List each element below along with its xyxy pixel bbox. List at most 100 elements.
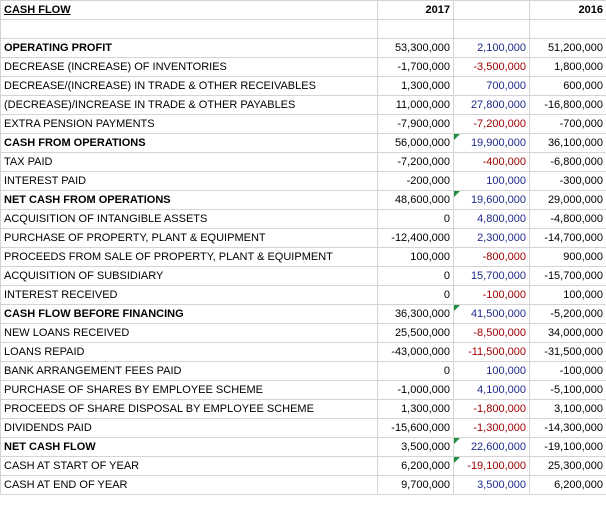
row-label-cell[interactable]: NEW LOANS RECEIVED: [0, 323, 378, 343]
difference-cell[interactable]: 22,600,000: [453, 437, 530, 457]
value-2017-cell[interactable]: 1,300,000: [377, 76, 454, 96]
value-2017-cell[interactable]: 36,300,000: [377, 304, 454, 324]
difference-cell[interactable]: -1,300,000: [453, 418, 530, 438]
year-2017-header[interactable]: 2017: [377, 0, 454, 20]
row-label-cell[interactable]: CASH FROM OPERATIONS: [0, 133, 378, 153]
difference-cell[interactable]: 100,000: [453, 171, 530, 191]
value-2017-cell[interactable]: -7,900,000: [377, 114, 454, 134]
value-2016-cell[interactable]: 1,800,000: [529, 57, 606, 77]
row-label-cell[interactable]: DIVIDENDS PAID: [0, 418, 378, 438]
value-2016-cell[interactable]: -100,000: [529, 361, 606, 381]
row-label-cell[interactable]: LOANS REPAID: [0, 342, 378, 362]
value-2017-cell[interactable]: -1,000,000: [377, 380, 454, 400]
row-label-cell[interactable]: NET CASH FLOW: [0, 437, 378, 457]
value-2016-cell[interactable]: -4,800,000: [529, 209, 606, 229]
difference-cell[interactable]: 700,000: [453, 76, 530, 96]
value-2016-cell[interactable]: -700,000: [529, 114, 606, 134]
value-2017-cell[interactable]: 0: [377, 285, 454, 305]
value-2017-cell[interactable]: -43,000,000: [377, 342, 454, 362]
difference-header[interactable]: [453, 0, 530, 20]
blank-cell[interactable]: [377, 19, 454, 39]
value-2016-cell[interactable]: -5,100,000: [529, 380, 606, 400]
sheet-title-cell[interactable]: CASH FLOW: [0, 0, 378, 20]
value-2017-cell[interactable]: 1,300,000: [377, 399, 454, 419]
year-2016-header[interactable]: 2016: [529, 0, 606, 20]
difference-cell[interactable]: -800,000: [453, 247, 530, 267]
value-2016-cell[interactable]: -5,200,000: [529, 304, 606, 324]
value-2017-cell[interactable]: 0: [377, 266, 454, 286]
value-2016-cell[interactable]: 34,000,000: [529, 323, 606, 343]
value-2017-cell[interactable]: -200,000: [377, 171, 454, 191]
difference-cell[interactable]: -11,500,000: [453, 342, 530, 362]
row-label-cell[interactable]: NET CASH FROM OPERATIONS: [0, 190, 378, 210]
value-2017-cell[interactable]: 56,000,000: [377, 133, 454, 153]
value-2017-cell[interactable]: -1,700,000: [377, 57, 454, 77]
difference-cell[interactable]: -3,500,000: [453, 57, 530, 77]
difference-cell[interactable]: -400,000: [453, 152, 530, 172]
difference-cell[interactable]: 2,300,000: [453, 228, 530, 248]
value-2017-cell[interactable]: 11,000,000: [377, 95, 454, 115]
difference-cell[interactable]: 2,100,000: [453, 38, 530, 58]
difference-cell[interactable]: 3,500,000: [453, 475, 530, 495]
row-label-cell[interactable]: PURCHASE OF SHARES BY EMPLOYEE SCHEME: [0, 380, 378, 400]
value-2017-cell[interactable]: 3,500,000: [377, 437, 454, 457]
value-2017-cell[interactable]: 25,500,000: [377, 323, 454, 343]
blank-cell[interactable]: [0, 19, 378, 39]
row-label-cell[interactable]: ACQUISITION OF INTANGIBLE ASSETS: [0, 209, 378, 229]
difference-cell[interactable]: -8,500,000: [453, 323, 530, 343]
row-label-cell[interactable]: CASH AT START OF YEAR: [0, 456, 378, 476]
value-2017-cell[interactable]: 9,700,000: [377, 475, 454, 495]
difference-cell[interactable]: -7,200,000: [453, 114, 530, 134]
row-label-cell[interactable]: INTEREST PAID: [0, 171, 378, 191]
difference-cell[interactable]: 15,700,000: [453, 266, 530, 286]
value-2016-cell[interactable]: 6,200,000: [529, 475, 606, 495]
row-label-cell[interactable]: INTEREST RECEIVED: [0, 285, 378, 305]
value-2016-cell[interactable]: -300,000: [529, 171, 606, 191]
blank-cell[interactable]: [453, 19, 530, 39]
row-label-cell[interactable]: DECREASE/(INCREASE) IN TRADE & OTHER REC…: [0, 76, 378, 96]
value-2016-cell[interactable]: -31,500,000: [529, 342, 606, 362]
row-label-cell[interactable]: CASH FLOW BEFORE FINANCING: [0, 304, 378, 324]
row-label-cell[interactable]: BANK ARRANGEMENT FEES PAID: [0, 361, 378, 381]
value-2017-cell[interactable]: 48,600,000: [377, 190, 454, 210]
value-2017-cell[interactable]: 0: [377, 209, 454, 229]
difference-cell[interactable]: 19,900,000: [453, 133, 530, 153]
difference-cell[interactable]: -19,100,000: [453, 456, 530, 476]
difference-cell[interactable]: 4,800,000: [453, 209, 530, 229]
difference-cell[interactable]: -1,800,000: [453, 399, 530, 419]
value-2016-cell[interactable]: 25,300,000: [529, 456, 606, 476]
blank-cell[interactable]: [529, 19, 606, 39]
value-2016-cell[interactable]: 600,000: [529, 76, 606, 96]
value-2016-cell[interactable]: -19,100,000: [529, 437, 606, 457]
value-2016-cell[interactable]: -15,700,000: [529, 266, 606, 286]
difference-cell[interactable]: 100,000: [453, 361, 530, 381]
row-label-cell[interactable]: PROCEEDS FROM SALE OF PROPERTY, PLANT & …: [0, 247, 378, 267]
value-2016-cell[interactable]: 100,000: [529, 285, 606, 305]
value-2016-cell[interactable]: -6,800,000: [529, 152, 606, 172]
value-2016-cell[interactable]: -14,700,000: [529, 228, 606, 248]
difference-cell[interactable]: -100,000: [453, 285, 530, 305]
row-label-cell[interactable]: PROCEEDS OF SHARE DISPOSAL BY EMPLOYEE S…: [0, 399, 378, 419]
value-2016-cell[interactable]: 3,100,000: [529, 399, 606, 419]
row-label-cell[interactable]: ACQUISITION OF SUBSIDIARY: [0, 266, 378, 286]
value-2016-cell[interactable]: 51,200,000: [529, 38, 606, 58]
row-label-cell[interactable]: EXTRA PENSION PAYMENTS: [0, 114, 378, 134]
value-2017-cell[interactable]: -15,600,000: [377, 418, 454, 438]
difference-cell[interactable]: 4,100,000: [453, 380, 530, 400]
row-label-cell[interactable]: OPERATING PROFIT: [0, 38, 378, 58]
row-label-cell[interactable]: TAX PAID: [0, 152, 378, 172]
row-label-cell[interactable]: PURCHASE OF PROPERTY, PLANT & EQUIPMENT: [0, 228, 378, 248]
value-2017-cell[interactable]: -7,200,000: [377, 152, 454, 172]
value-2017-cell[interactable]: 0: [377, 361, 454, 381]
row-label-cell[interactable]: CASH AT END OF YEAR: [0, 475, 378, 495]
value-2017-cell[interactable]: 53,300,000: [377, 38, 454, 58]
row-label-cell[interactable]: DECREASE (INCREASE) OF INVENTORIES: [0, 57, 378, 77]
value-2017-cell[interactable]: -12,400,000: [377, 228, 454, 248]
difference-cell[interactable]: 27,800,000: [453, 95, 530, 115]
value-2016-cell[interactable]: -16,800,000: [529, 95, 606, 115]
difference-cell[interactable]: 41,500,000: [453, 304, 530, 324]
value-2016-cell[interactable]: -14,300,000: [529, 418, 606, 438]
difference-cell[interactable]: 19,600,000: [453, 190, 530, 210]
value-2017-cell[interactable]: 100,000: [377, 247, 454, 267]
value-2016-cell[interactable]: 29,000,000: [529, 190, 606, 210]
